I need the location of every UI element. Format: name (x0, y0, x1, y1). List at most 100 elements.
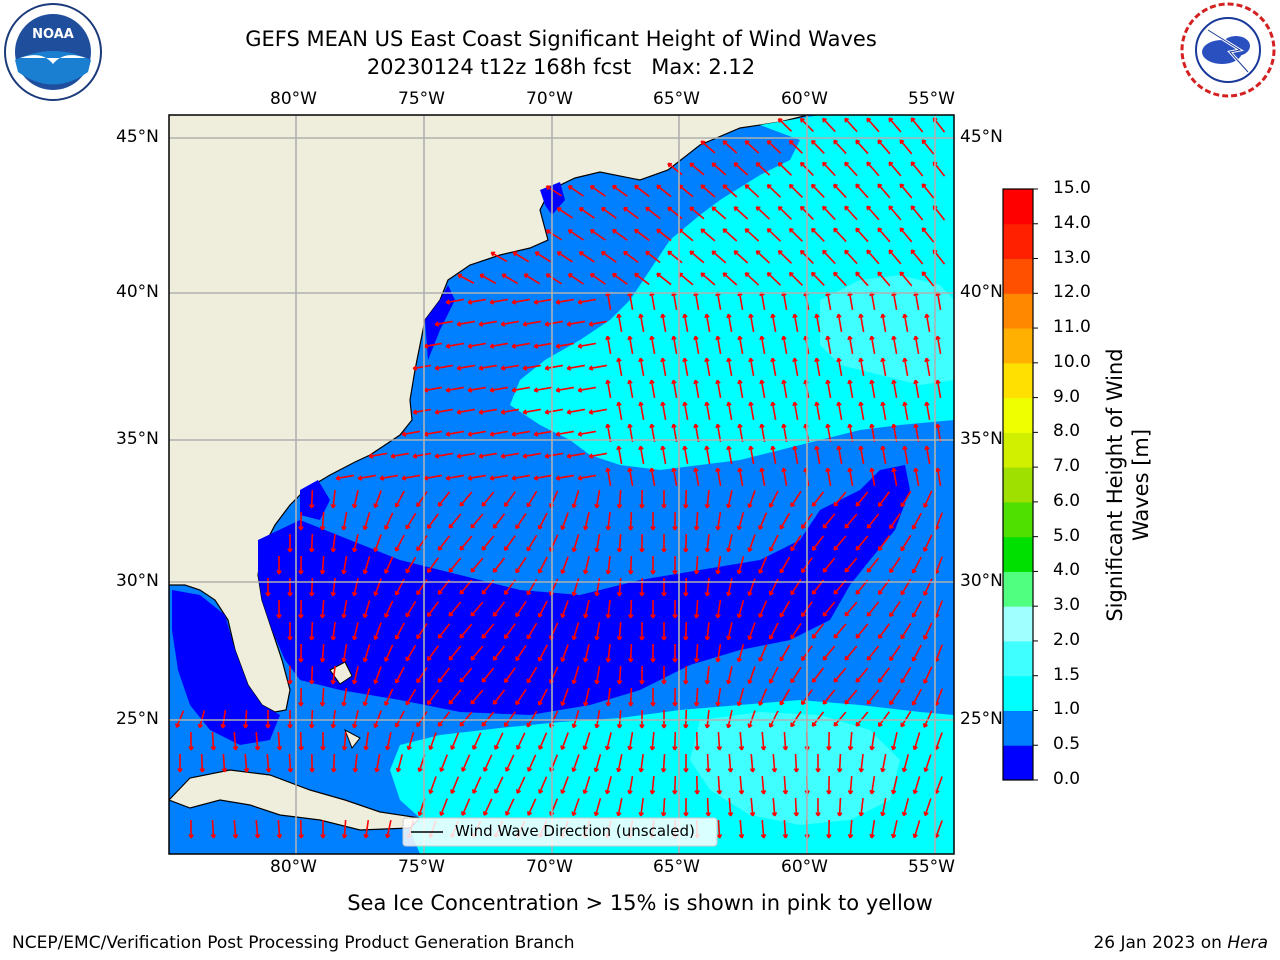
wind-wave-arrow (298, 819, 304, 839)
wind-wave-arrow (298, 731, 304, 751)
wind-wave-arrow (790, 491, 802, 508)
wind-wave-arrow (481, 535, 495, 551)
wind-wave-arrow (515, 689, 527, 706)
wind-wave-arrow (779, 688, 791, 706)
colorbar-segment (1003, 536, 1033, 572)
wind-wave-arrow (758, 512, 768, 530)
wind-wave-arrow (671, 379, 678, 399)
wind-wave-arrow (766, 140, 782, 154)
wind-wave-arrow (605, 643, 612, 663)
wind-wave-arrow (571, 710, 580, 729)
wind-wave-arrow (363, 819, 370, 839)
wind-wave-arrow (704, 313, 711, 333)
wind-wave-arrow (760, 819, 767, 839)
wind-wave-arrow (777, 205, 793, 220)
wind-wave-arrow (693, 379, 700, 399)
wind-wave-arrow (912, 776, 921, 795)
wind-wave-arrow (459, 667, 473, 683)
wind-wave-arrow (434, 452, 454, 459)
wind-wave-arrow (604, 732, 612, 751)
colorbar-segment (1003, 362, 1033, 399)
wind-wave-arrow (401, 430, 421, 437)
wind-wave-arrow (426, 513, 439, 530)
wind-wave-arrow (384, 688, 394, 706)
wind-wave-arrow (810, 139, 825, 155)
wind-wave-arrow (888, 161, 902, 177)
wind-wave-arrow (722, 228, 738, 242)
wind-wave-arrow (913, 379, 920, 399)
wind-wave-arrow (793, 797, 800, 817)
wind-wave-arrow (901, 754, 910, 773)
colorbar-tick-label: 9.0 (1053, 386, 1081, 407)
wind-wave-arrow (481, 667, 495, 683)
wind-wave-arrow (627, 731, 634, 751)
wind-wave-arrow (921, 183, 935, 199)
wind-wave-arrow (390, 452, 410, 459)
wind-wave-arrow (760, 731, 767, 751)
map-legend (402, 817, 718, 847)
wind-wave-arrow (836, 357, 843, 377)
wind-wave-arrow (902, 401, 909, 421)
wind-wave-arrow (526, 490, 538, 508)
wind-wave-arrow (639, 577, 645, 597)
wind-wave-arrow (671, 467, 678, 487)
wind-wave-arrow (693, 467, 700, 487)
wind-wave-arrow (844, 249, 858, 265)
wind-wave-arrow (693, 511, 700, 531)
wind-wave-arrow (594, 709, 601, 729)
wind-wave-arrow (405, 556, 417, 574)
wind-wave-arrow (790, 711, 802, 728)
legend-label: Wind Wave Direction (unscaled) (455, 822, 695, 840)
colorbar-segment (1003, 606, 1033, 642)
colorbar-segment (1003, 467, 1033, 503)
wind-wave-arrow (503, 667, 516, 684)
wind-wave-arrow (537, 644, 548, 662)
wind-wave-arrow (555, 430, 575, 437)
wind-wave-arrow (416, 711, 428, 728)
colorbar-title-line1: Significant Height of Wind (1103, 348, 1127, 622)
wind-wave-arrow (900, 622, 912, 640)
wind-wave-arrow (736, 512, 745, 531)
wind-wave-arrow (588, 364, 608, 371)
wind-wave-arrow (733, 206, 749, 220)
wind-wave-arrow (792, 445, 799, 465)
wind-wave-arrow (373, 622, 382, 641)
wind-wave-arrow (923, 798, 932, 817)
wind-wave-arrow (604, 776, 612, 795)
wind-wave-arrow (921, 227, 935, 243)
wind-wave-arrow (749, 797, 756, 817)
wind-wave-arrow (627, 379, 634, 399)
wind-wave-arrow (309, 533, 315, 553)
wind-wave-arrow (792, 357, 799, 377)
wind-wave-arrow (459, 535, 473, 551)
wind-wave-arrow (758, 688, 768, 706)
wind-wave-arrow (395, 754, 403, 773)
wind-wave-arrow (815, 797, 821, 817)
wind-wave-arrow (922, 666, 933, 684)
wind-wave-arrow (538, 776, 548, 794)
wind-wave-arrow (847, 467, 854, 487)
wind-wave-arrow (672, 775, 678, 795)
wind-wave-arrow (910, 161, 924, 177)
wind-wave-arrow (811, 491, 825, 507)
wind-wave-arrow (726, 445, 733, 465)
wind-wave-arrow (478, 452, 498, 459)
wind-wave-arrow (869, 731, 876, 751)
wind-wave-arrow (705, 753, 712, 773)
wind-wave-arrow (578, 251, 595, 263)
wind-wave-arrow (628, 687, 634, 707)
wind-wave-arrow (628, 599, 634, 619)
wind-wave-arrow (567, 229, 584, 241)
wind-wave-arrow (683, 797, 689, 817)
wind-wave-arrow (683, 753, 689, 773)
wind-wave-arrow (500, 408, 520, 415)
wind-wave-arrow (526, 534, 538, 552)
wind-wave-arrow (221, 753, 228, 773)
colorbar-segment (1003, 745, 1033, 781)
wind-wave-arrow (582, 556, 590, 575)
wind-wave-arrow (924, 357, 931, 377)
wind-wave-arrow (733, 162, 749, 176)
wind-wave-arrow (726, 666, 733, 685)
wind-wave-arrow (461, 754, 471, 772)
wind-wave-arrow (522, 452, 542, 459)
